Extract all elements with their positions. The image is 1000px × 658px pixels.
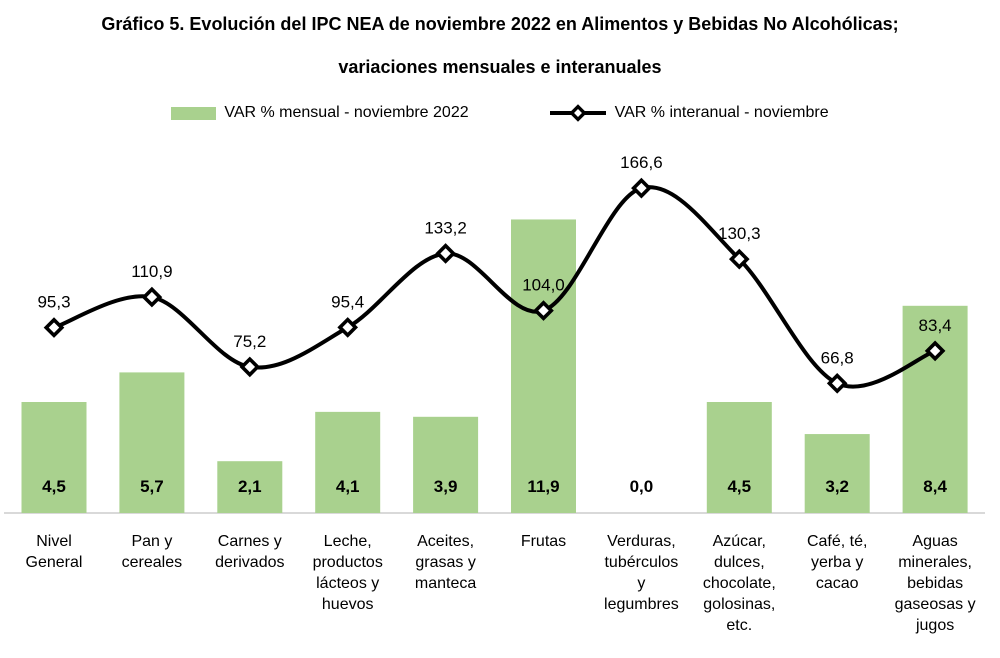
bar-value-label-5: 11,9 [527, 477, 559, 496]
diamond-marker-5 [533, 300, 554, 321]
bar-7 [706, 401, 772, 513]
bar-0 [21, 401, 87, 513]
line-series-path [52, 185, 938, 389]
diamond-marker-3 [337, 317, 359, 338]
line-value-label-2: 75,2 [233, 332, 266, 351]
line-value-label-0: 95,3 [37, 293, 70, 312]
line-value-label-6: 166,6 [620, 153, 663, 172]
category-label-3: Leche, productos lácteos y huevos [313, 533, 383, 613]
bar-value-label-2: 2,1 [238, 477, 262, 496]
category-label-8: Café, té, yerba y cacao [807, 533, 867, 592]
line-value-label-5: 104,0 [522, 276, 565, 295]
bar-8 [804, 434, 870, 513]
diamond-marker-6 [631, 177, 652, 199]
line-value-label-4: 133,2 [424, 218, 467, 237]
bar-value-label-4: 3,9 [434, 477, 458, 496]
diamond-marker-2 [239, 356, 261, 378]
bar-4 [413, 416, 479, 513]
chart-title-line1: Gráfico 5. Evolución del IPC NEA de novi… [101, 14, 899, 34]
line-value-label-3: 95,4 [331, 292, 364, 311]
bar-value-label-8: 3,2 [825, 477, 849, 496]
chart-legend: VAR % mensual - noviembre 2022 VAR % int… [0, 104, 1000, 122]
line-value-label-1: 110,9 [131, 262, 172, 281]
legend-label-interanual: VAR % interanual - noviembre [614, 104, 829, 121]
bar-value-label-0: 4,5 [42, 477, 66, 496]
category-label-2: Carnes y derivados [215, 533, 284, 571]
legend-item-interanual: VAR % interanual - noviembre [549, 104, 829, 122]
diamond-marker-9 [924, 340, 946, 362]
line-value-label-8: 66,8 [821, 348, 854, 367]
category-label-1: Pan y cereales [122, 533, 182, 571]
bar-value-label-7: 4,5 [727, 477, 751, 496]
category-label-0: Nivel General [26, 533, 83, 571]
chart-title: Gráfico 5. Evolución del IPC NEA de novi… [0, 0, 1000, 78]
bar-2 [217, 461, 283, 513]
bar-5 [511, 219, 576, 513]
diamond-marker-7 [728, 248, 750, 270]
bar-value-label-1: 5,7 [140, 477, 164, 496]
bar-value-label-9: 8,4 [923, 477, 947, 496]
bar-series-swatch-icon [171, 106, 217, 120]
category-label-5: Frutas [521, 533, 566, 550]
combo-chart-svg: 4,5 5,7 2,1 4,1 3,9 11,9 0,0 4,5 3,2 8,4 95,3 110,9… [4, 153, 985, 634]
diamond-marker-4 [435, 243, 456, 264]
legend-label-mensual: VAR % mensual - noviembre 2022 [224, 104, 469, 121]
category-label-6: Verduras, tubérculos y legumbres [604, 533, 679, 613]
bar-1 [119, 372, 185, 513]
bar-value-label-6: 0,0 [630, 477, 654, 496]
line-series-swatch-icon [549, 104, 607, 122]
line-value-label-7: 130,3 [718, 224, 761, 243]
diamond-marker-0 [43, 317, 65, 338]
diamond-marker-1 [141, 286, 163, 308]
chart-plot-area: 4,5 5,7 2,1 4,1 3,9 11,9 0,0 4,5 3,2 8,4 95,3 110,9… [0, 134, 1000, 654]
line-value-label-9: 83,4 [919, 316, 952, 335]
category-label-9: Aguas minerales, bebidas gaseosas y jugos [895, 533, 976, 634]
diamond-marker-8 [826, 373, 848, 394]
bar-value-label-3: 4,1 [336, 477, 360, 496]
bar-3 [315, 411, 381, 513]
category-label-7: Azúcar, dulces, chocolate, golosinas, etc. [703, 533, 776, 634]
bar-9 [902, 305, 968, 513]
category-label-4: Aceites, grasas y manteca [415, 533, 476, 592]
legend-item-mensual: VAR % mensual - noviembre 2022 [171, 104, 469, 122]
chart-title-line2: variaciones mensuales e interanuales [338, 57, 662, 77]
